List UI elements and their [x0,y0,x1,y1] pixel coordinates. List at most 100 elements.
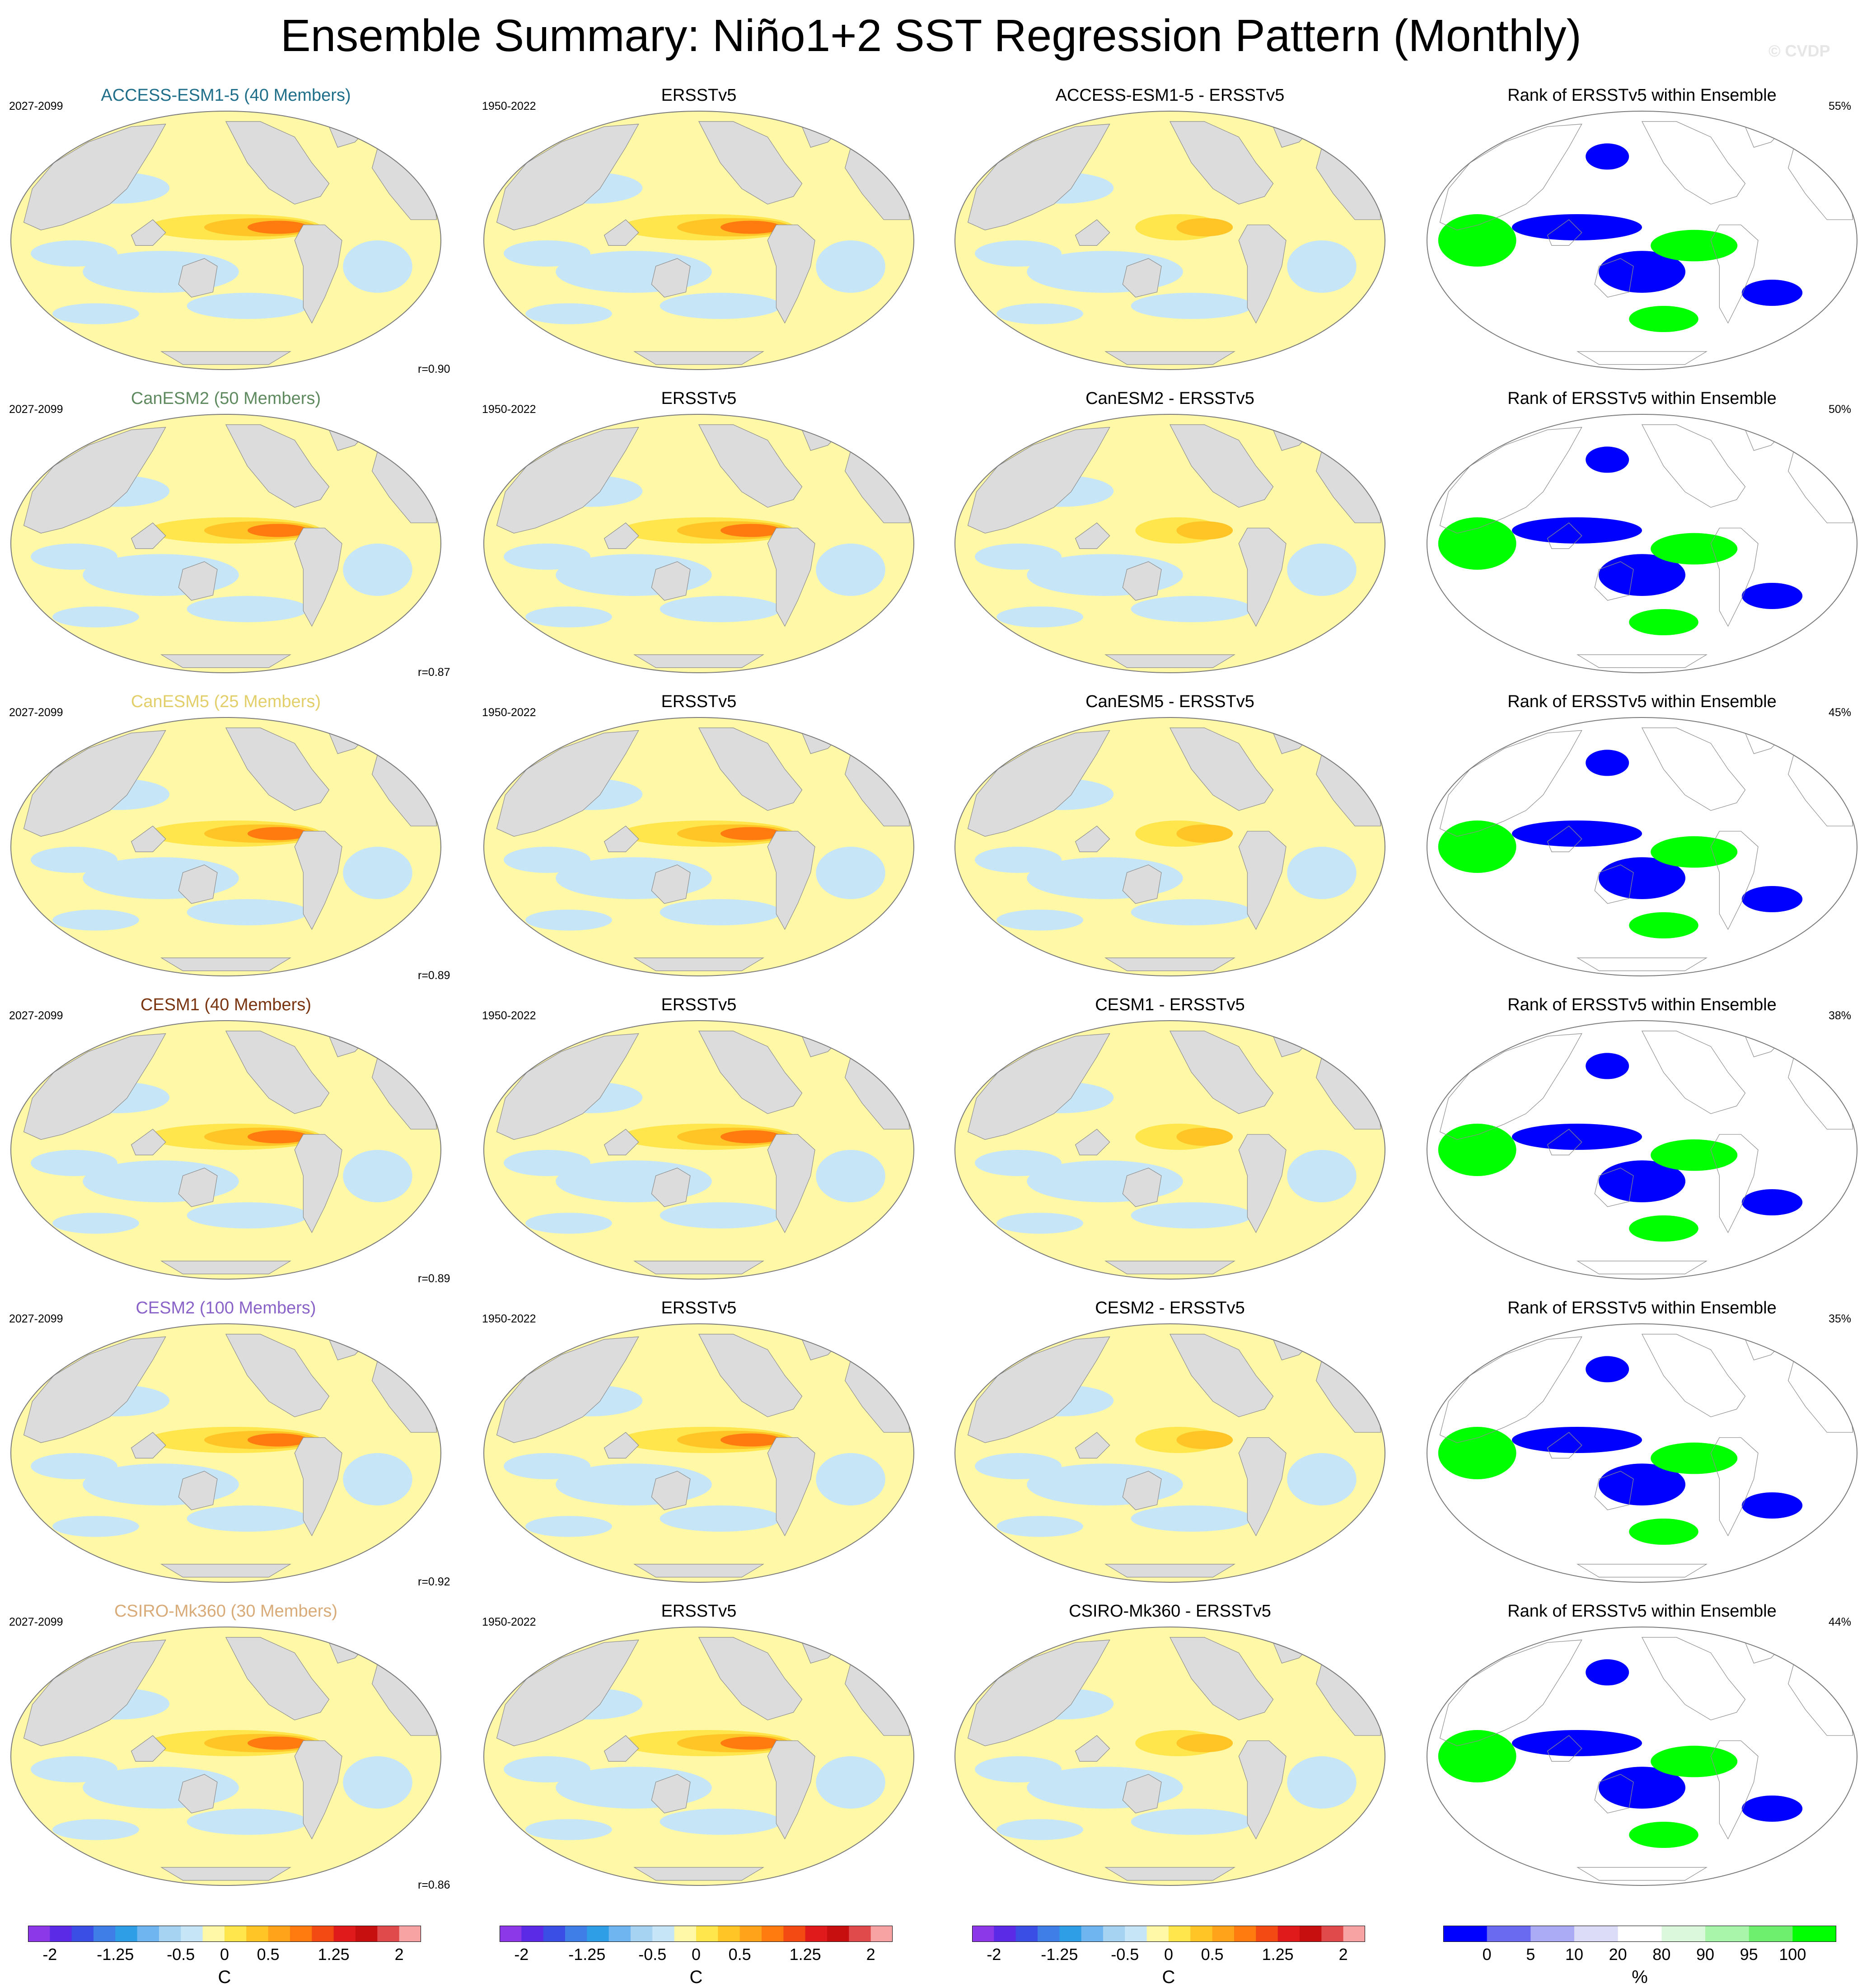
cool-anomaly [343,847,412,899]
rank-region [1586,750,1629,776]
land-mass [1170,1334,1274,1417]
rank-region [1599,554,1685,596]
colorbar-tick-label: 80 [1652,1945,1671,1964]
panel-title: ERSSTv5 [661,1299,737,1318]
coastline [1642,424,1746,508]
rank-region [1629,306,1698,332]
cool-anomaly [504,1453,590,1479]
coastline [1577,1261,1708,1275]
panel-title: Rank of ERSSTv5 within Ensemble [1507,692,1777,711]
colorbar-bin [1125,1926,1147,1942]
land-mass [767,1437,815,1537]
land-mass [604,1129,639,1155]
map-border [10,1627,441,1886]
colorbar-bin [1234,1926,1256,1942]
coastline [1710,528,1759,627]
page-title: Ensemble Summary: Niño1+2 SST Regression… [281,10,1581,61]
model-period: 2027-2099 [9,1616,63,1628]
rank-region [1741,886,1803,912]
map-border [1427,414,1857,673]
colorbar-tick-label: -2 [987,1945,1001,1964]
land-mass [1075,825,1110,852]
map-diff-3 [954,1020,1385,1280]
cool-anomaly [52,606,139,628]
land-mass [225,1637,330,1721]
colorbar-bin [972,1926,994,1942]
pattern-correlation: r=0.92 [418,1575,450,1588]
rank-percent: 38% [1829,1009,1852,1022]
land-mass [604,219,639,246]
colorbar-bin [805,1926,828,1942]
colorbar-bin [137,1926,159,1942]
cool-anomaly [343,1756,412,1809]
pattern-correlation: r=0.87 [418,666,450,679]
land-mass [1075,1735,1110,1762]
land-mass [1075,1129,1110,1155]
warm-anomaly [248,524,309,537]
panel-title: ERSSTv5 [661,86,737,105]
colorbar-tick-label: 0.5 [728,1945,751,1964]
land-mass [1238,1134,1287,1233]
land-mass [698,1334,803,1417]
map-rank-2 [1427,717,1857,976]
colorbar-bin [1661,1926,1706,1942]
land-mass [178,258,218,298]
rank-region [1438,1730,1516,1782]
land-mass [1075,219,1110,246]
map-diff-1 [954,414,1385,673]
rank-region [1586,446,1629,473]
colorbar-tick-label: -1.25 [97,1945,134,1964]
coastline [1439,730,1582,837]
cool-anomaly [525,1213,612,1234]
map-border [954,111,1385,370]
rank-region [1512,1730,1642,1756]
map-diff-5 [954,1627,1385,1886]
rank-region [1651,836,1738,868]
coastline [1577,654,1708,668]
cool-anomaly [1287,1150,1357,1202]
cool-anomaly [996,606,1083,628]
coastline [1577,351,1708,365]
cool-anomaly [996,910,1083,931]
map-border [483,414,914,673]
cool-anomaly [1287,544,1357,596]
pattern-correlation: r=0.86 [418,1879,450,1891]
land-mass [496,427,639,534]
land-mass [225,1031,330,1114]
map-diff-0 [954,111,1385,370]
model-period: 2027-2099 [9,706,63,719]
colorbar-bin [71,1926,94,1942]
cool-anomaly [343,1150,412,1202]
cool-anomaly [187,1505,309,1532]
model-period: 2027-2099 [9,100,63,113]
land-mass [967,427,1110,534]
land-mass [178,1774,218,1814]
panel-title: CESM1 - ERSSTv5 [1095,995,1245,1014]
coastline [1642,727,1746,811]
colorbar-bin [1059,1926,1082,1942]
colorbar-tick-label: 1.25 [1262,1945,1294,1964]
map-border [483,1020,914,1280]
rank-region [1741,1189,1803,1215]
obs-period: 1950-2022 [482,1009,536,1022]
warm-anomaly [248,1130,309,1144]
land-mass [225,424,330,508]
colorbar-bin [608,1926,631,1942]
land-mass [633,1564,764,1578]
land-mass [967,1336,1110,1443]
land-mass [1170,424,1274,508]
rank-region [1599,1767,1685,1809]
warm-anomaly [1176,1734,1233,1753]
cool-anomaly [1131,1202,1253,1228]
land-mass [698,1637,803,1721]
land-mass [633,957,764,971]
land-mass [698,1031,803,1114]
cool-anomaly [525,910,612,931]
coastline [1642,121,1746,205]
land-mass [23,1033,166,1140]
colorbar-bin [1321,1926,1344,1942]
cool-anomaly [996,303,1083,324]
land-mass [23,1336,166,1443]
warm-anomaly [720,1736,781,1750]
colorbar-bin [356,1926,378,1942]
